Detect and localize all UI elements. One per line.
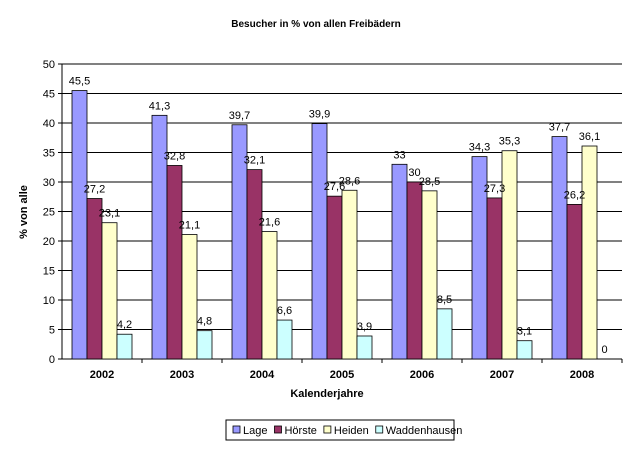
data-label: 23,1 (99, 208, 120, 220)
y-tick-label: 0 (49, 354, 55, 366)
y-tick-label: 10 (43, 295, 55, 307)
bar (581, 145, 598, 360)
bars (71, 90, 598, 360)
y-tick-label: 40 (43, 118, 55, 130)
bar (276, 319, 293, 360)
data-label: 41,3 (149, 100, 170, 112)
x-tick-label: 2004 (250, 369, 275, 381)
bar (566, 204, 583, 360)
data-label: 27,3 (484, 183, 505, 195)
data-label: 26,2 (564, 189, 585, 201)
data-label: 32,8 (164, 150, 185, 162)
y-axis-label: % von alle (18, 185, 30, 239)
tick-labels: 0 5 10 15 20 25 30 35 40 45 50 2002 2003 2004 2005 2006… (43, 59, 594, 381)
data-label: 33 (393, 149, 405, 161)
data-label: 4,2 (117, 319, 132, 331)
data-label: 28,6 (339, 175, 360, 187)
x-tick-label: 2008 (570, 369, 594, 381)
y-tick-label: 15 (43, 266, 55, 278)
chart-title: Besucher in % von allen Freibädern (231, 19, 401, 30)
bar (501, 150, 518, 360)
data-label: 45,5 (69, 76, 90, 88)
bar (421, 190, 438, 360)
legend-box (225, 419, 455, 441)
bar (246, 169, 263, 360)
bar (391, 163, 408, 360)
data-label: 34,3 (469, 142, 490, 154)
bar (261, 231, 278, 360)
data-label: 39,9 (309, 109, 330, 121)
bar (181, 234, 198, 360)
y-tick-label: 20 (43, 236, 55, 248)
bar (326, 195, 343, 360)
bar (341, 189, 358, 360)
bar (516, 340, 533, 360)
legend-label: Waddenhausen (386, 425, 463, 437)
data-label: 6,6 (277, 305, 292, 317)
data-label: 0 (601, 344, 607, 356)
data-label: 32,1 (244, 155, 265, 167)
data-labels: 45,5 27,2 23,1 4,2 41,3 32,8 21,1 4,8 39,7 32,1 21… (69, 76, 608, 356)
data-label: 36,1 (579, 131, 600, 143)
data-label: 3,1 (517, 326, 532, 338)
y-tick-label: 50 (43, 59, 55, 71)
x-tick-label: 2007 (490, 369, 514, 381)
data-label: 28,5 (419, 176, 440, 188)
bar (116, 333, 133, 360)
x-tick-label: 2005 (330, 369, 354, 381)
bar (101, 222, 118, 360)
bar (436, 308, 453, 360)
x-tick-label: 2003 (170, 369, 194, 381)
y-tick-label: 35 (43, 148, 55, 160)
data-label: 21,1 (179, 220, 200, 232)
data-label: 35,3 (499, 136, 520, 148)
legend-swatch (323, 425, 332, 434)
bar (311, 123, 328, 360)
x-axis-label: Kalenderjahre (290, 388, 363, 400)
x-tick-label: 2002 (90, 369, 114, 381)
data-label: 27,6 (324, 181, 345, 193)
data-label: 37,7 (549, 122, 570, 134)
data-label: 3,9 (357, 321, 372, 333)
bar (486, 197, 503, 360)
y-tick-label: 5 (49, 325, 55, 337)
legend: Lage Hörste Heiden Waddenhausen (225, 419, 463, 441)
legend-label: Hörste (284, 425, 316, 437)
bar (406, 181, 423, 360)
legend-swatch (274, 425, 282, 434)
data-label: 27,2 (84, 184, 105, 196)
bar (551, 136, 568, 360)
data-label: 39,7 (229, 110, 250, 122)
y-tick-label: 45 (43, 89, 55, 101)
data-label: 21,6 (259, 217, 280, 229)
y-tick-label: 30 (43, 177, 55, 189)
data-label: 4,8 (197, 316, 212, 328)
bar (356, 335, 373, 360)
legend-swatch (232, 425, 241, 434)
y-tick-label: 25 (43, 207, 55, 219)
bar (196, 330, 213, 360)
data-label: 30 (408, 167, 420, 179)
bar (86, 198, 103, 360)
x-tick-label: 2006 (410, 369, 434, 381)
data-label: 8,5 (437, 294, 452, 306)
legend-label: Heiden (334, 425, 369, 437)
legend-swatch (375, 425, 384, 434)
bar (71, 90, 88, 360)
bar (166, 165, 183, 360)
legend-label: Lage (243, 425, 267, 437)
